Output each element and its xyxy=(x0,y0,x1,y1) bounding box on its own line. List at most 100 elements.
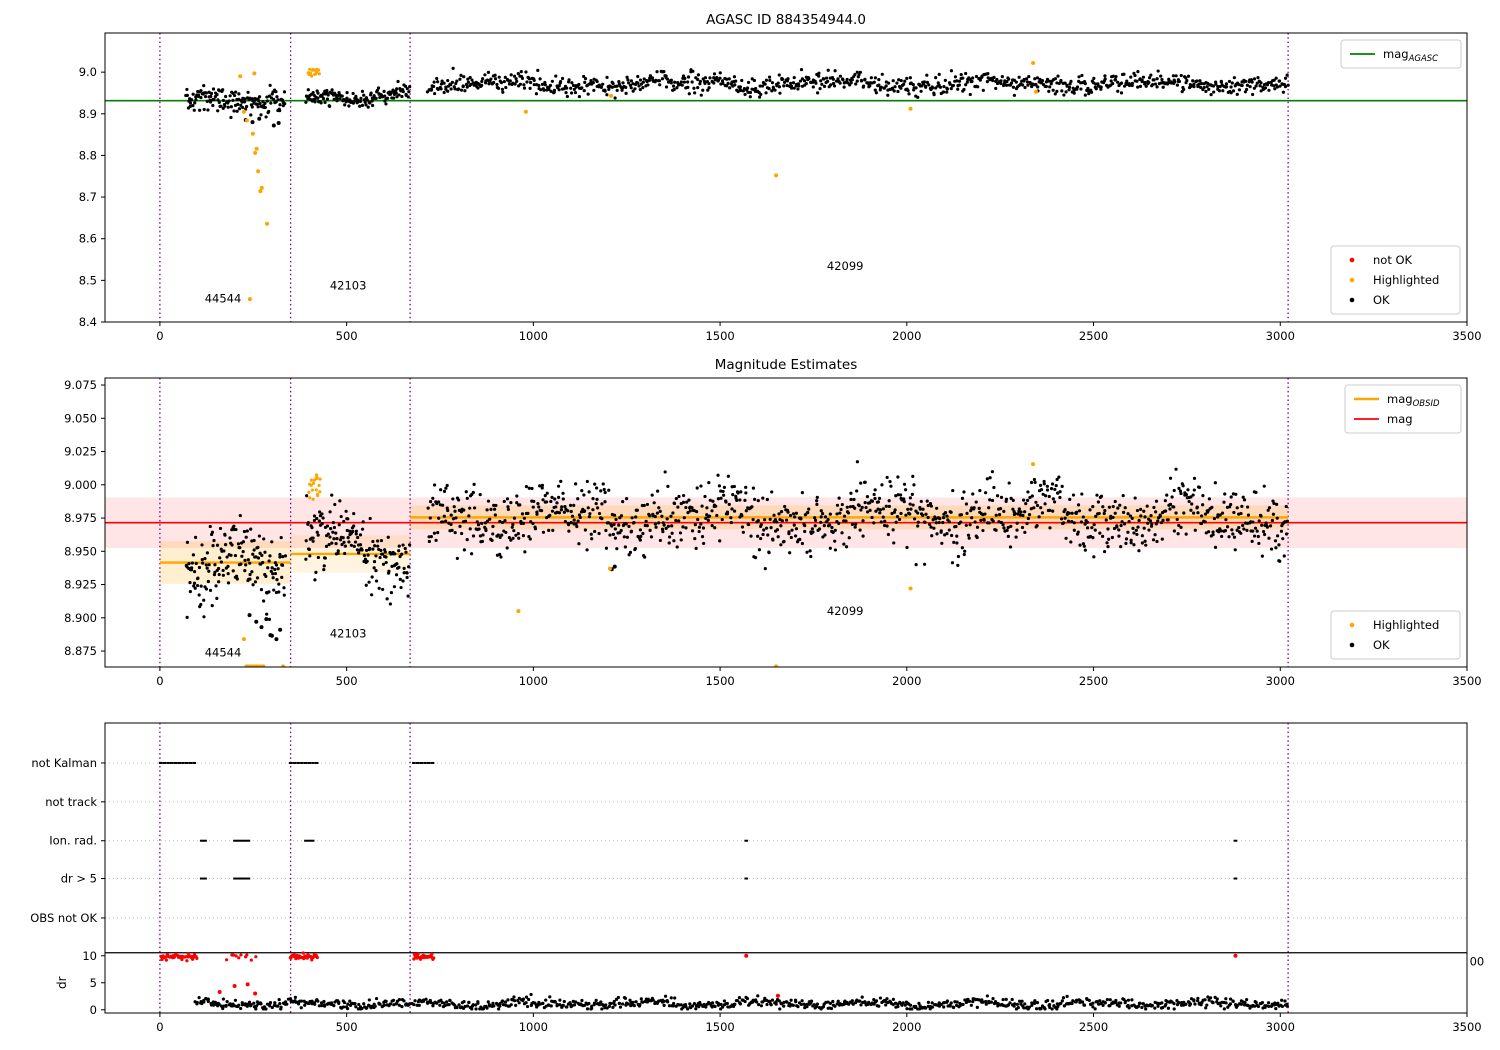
scatter-point xyxy=(436,500,441,504)
scatter-point xyxy=(671,1004,676,1008)
scatter-point xyxy=(1133,73,1137,78)
scatter-point xyxy=(1001,523,1005,527)
scatter-point xyxy=(540,82,545,86)
scatter-point xyxy=(310,74,314,78)
scatter-point xyxy=(692,1001,696,1006)
scatter-point xyxy=(780,519,784,523)
scatter-point xyxy=(964,71,968,76)
scatter-point xyxy=(201,561,205,565)
scatter-point xyxy=(312,518,317,523)
scatter-point xyxy=(572,503,576,507)
scatter-point xyxy=(433,91,437,96)
x-tick-label: 3000 xyxy=(1266,329,1295,343)
scatter-point xyxy=(878,511,882,515)
scatter-point xyxy=(342,1000,347,1005)
scatter-point xyxy=(421,998,426,1002)
scatter-point xyxy=(904,488,908,492)
scatter-point xyxy=(1174,74,1178,78)
scatter-point xyxy=(1242,498,1247,502)
scatter-point xyxy=(918,1004,922,1008)
scatter-point xyxy=(775,84,779,88)
scatter-point xyxy=(1070,511,1074,515)
scatter-point xyxy=(947,528,951,532)
scatter-point xyxy=(1136,525,1140,529)
scatter-point xyxy=(989,1000,993,1004)
annotation-label: 44544 xyxy=(205,645,242,659)
scatter-point xyxy=(1243,1000,1247,1005)
scatter-point xyxy=(376,86,381,90)
scatter-point xyxy=(587,1001,591,1006)
scatter-point xyxy=(672,501,677,506)
scatter-point xyxy=(316,68,321,72)
scatter-point xyxy=(906,89,910,93)
scatter-point xyxy=(1094,514,1098,518)
scatter-point xyxy=(1153,533,1157,537)
scatter-point xyxy=(732,1002,737,1006)
scatter-point xyxy=(811,85,815,89)
scatter-point xyxy=(638,87,642,92)
scatter-point-highlighted xyxy=(258,189,263,194)
scatter-point xyxy=(498,552,502,556)
x-tick-label: 500 xyxy=(336,1020,358,1034)
scatter-point xyxy=(817,71,821,75)
scatter-point-highlighted xyxy=(1031,462,1036,467)
scatter-point xyxy=(610,85,614,89)
scatter-point xyxy=(379,548,383,552)
scatter-point xyxy=(1066,519,1071,523)
scatter-point xyxy=(799,68,804,72)
scatter-point xyxy=(945,999,950,1003)
scatter-point xyxy=(254,555,258,559)
scatter-point xyxy=(1227,535,1231,539)
scatter-point xyxy=(719,496,723,500)
scatter-point xyxy=(1218,513,1222,517)
scatter-point xyxy=(847,1002,851,1006)
scatter-point xyxy=(206,108,210,112)
scatter-point xyxy=(263,550,267,554)
scatter-point xyxy=(343,544,347,548)
scatter-point xyxy=(518,503,522,507)
scatter-point xyxy=(1103,74,1107,78)
scatter-point xyxy=(910,492,914,496)
x-tick-label: 2500 xyxy=(1079,329,1108,343)
scatter-point xyxy=(358,99,363,104)
scatter-point xyxy=(990,498,995,503)
scatter-point xyxy=(1230,528,1234,532)
scatter-point xyxy=(686,85,690,90)
scatter-point xyxy=(699,93,703,97)
scatter-point xyxy=(732,509,737,513)
scatter-point xyxy=(241,540,246,544)
chart-title: Magnitude Estimates xyxy=(715,357,857,373)
scatter-point xyxy=(718,76,722,80)
scatter-point xyxy=(1246,505,1250,509)
scatter-point xyxy=(225,999,229,1004)
scatter-point xyxy=(361,520,365,524)
scatter-point xyxy=(648,74,652,78)
scatter-point xyxy=(262,537,266,541)
scatter-point xyxy=(896,1005,900,1009)
scatter-point xyxy=(221,997,225,1001)
scatter-point xyxy=(1224,518,1228,522)
scatter-point xyxy=(662,523,666,527)
scatter-point xyxy=(883,523,887,528)
scatter-point xyxy=(721,81,725,86)
scatter-point xyxy=(1126,998,1131,1002)
scatter-point xyxy=(1206,995,1210,999)
scatter-point xyxy=(1094,82,1098,86)
scatter-point xyxy=(658,509,662,513)
scatter-point xyxy=(1119,545,1123,549)
scatter-point xyxy=(257,99,261,103)
scatter-point xyxy=(1007,77,1011,81)
scatter-point xyxy=(307,490,311,494)
scatter-point xyxy=(777,999,781,1003)
scatter-point xyxy=(498,1004,502,1008)
y-tick-label: 9.000 xyxy=(64,478,97,492)
scatter-point xyxy=(449,87,453,91)
scatter-point xyxy=(525,80,529,84)
flag-mark xyxy=(288,761,293,764)
scatter-point-not-ok xyxy=(253,991,258,996)
scatter-point xyxy=(636,74,640,79)
scatter-point xyxy=(340,94,344,98)
scatter-point xyxy=(778,1007,782,1011)
scatter-point xyxy=(345,1007,350,1011)
scatter-point xyxy=(601,482,605,486)
